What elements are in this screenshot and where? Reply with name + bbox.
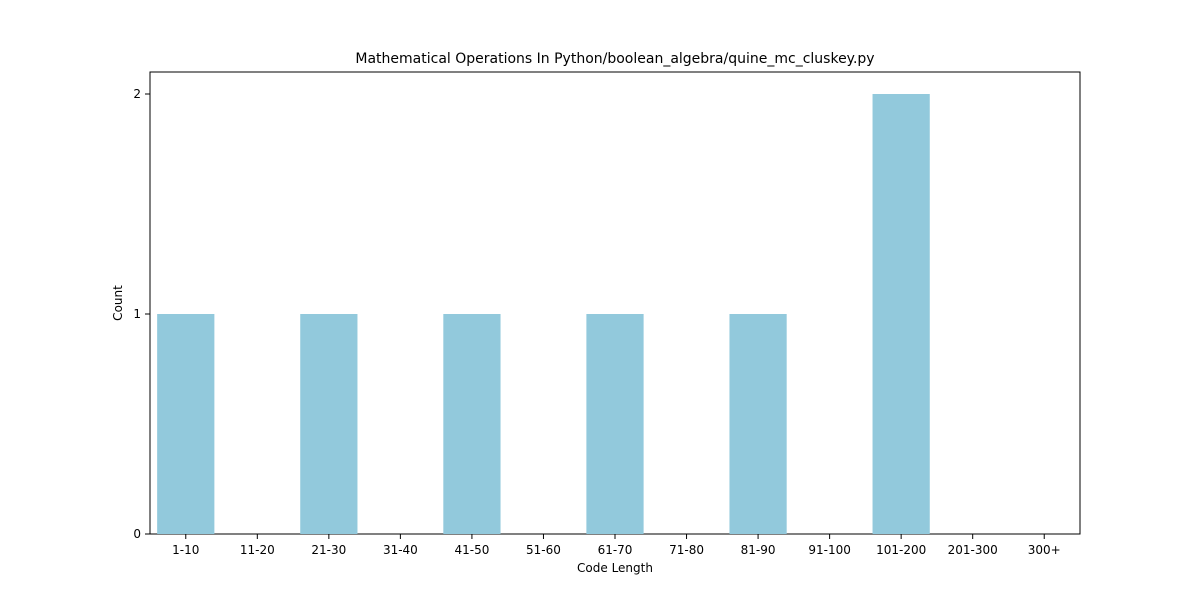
- x-tick-label: 1-10: [172, 543, 199, 557]
- x-tick-label: 21-30: [311, 543, 346, 557]
- x-tick-label: 300+: [1028, 543, 1061, 557]
- x-tick-label: 101-200: [876, 543, 926, 557]
- plot-area: 1-10 11-20 21-30 31-40 41-50 51-60 61-70 71-80 8…: [133, 71, 1081, 557]
- bar-21-30: [300, 314, 358, 534]
- x-axis-label: Code Length: [577, 561, 653, 575]
- y-tick-label: 0: [133, 527, 141, 541]
- x-tick-label: 71-80: [669, 543, 704, 557]
- x-tick-label: 61-70: [598, 543, 633, 557]
- x-tick-label: 11-20: [240, 543, 275, 557]
- y-axis-label: Count: [111, 285, 125, 321]
- bar-1-10: [157, 314, 215, 534]
- y-tick-layer: 0 1 2: [133, 87, 150, 541]
- bar-41-50: [443, 314, 501, 534]
- x-tick-label: 41-50: [454, 543, 489, 557]
- x-tick-label: 201-300: [948, 543, 998, 557]
- y-tick-label: 1: [133, 307, 141, 321]
- x-tick-label: 51-60: [526, 543, 561, 557]
- bar-61-70: [586, 314, 644, 534]
- x-tick-layer: 1-10 11-20 21-30 31-40 41-50 51-60 61-70 71-80 8…: [172, 534, 1061, 557]
- x-tick-label: 31-40: [383, 543, 418, 557]
- chart-title: Mathematical Operations In Python/boolea…: [355, 51, 874, 67]
- bar-101-200: [872, 94, 930, 534]
- x-tick-label: 81-90: [741, 543, 776, 557]
- bar-81-90: [729, 314, 787, 534]
- y-tick-label: 2: [133, 87, 141, 101]
- bars-layer: [157, 94, 930, 534]
- x-tick-label: 91-100: [808, 543, 851, 557]
